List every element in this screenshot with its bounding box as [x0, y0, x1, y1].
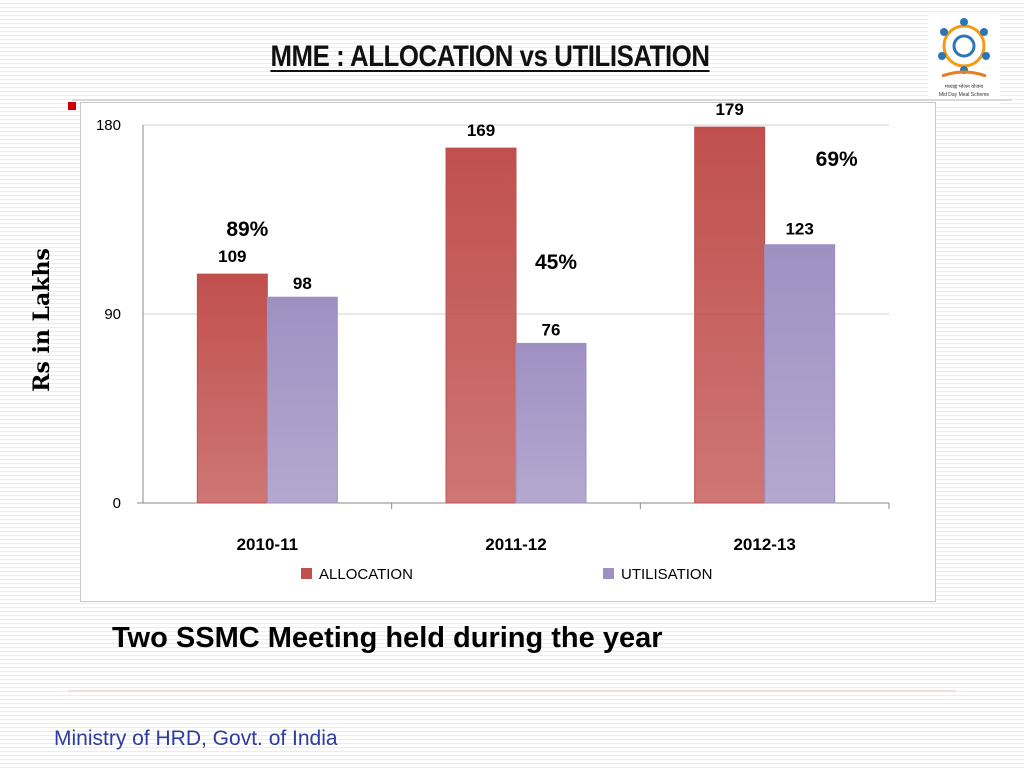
- data-label: 179: [715, 103, 743, 119]
- x-tick-label: 2012-13: [733, 535, 795, 554]
- bar-utilisation: [266, 296, 338, 504]
- data-label: 98: [293, 274, 312, 293]
- title-divider: [72, 99, 1012, 101]
- bar-allocation: [445, 147, 517, 504]
- bullet-square: [68, 102, 76, 110]
- bar-chart: 0 90 180 2010-11 109 98 89% 2011-12 169 76 45% 2012…: [96, 100, 890, 583]
- slide-title: MME : ALLOCATION vs UTILISATION: [232, 40, 748, 74]
- legend-label: UTILISATION: [621, 566, 712, 583]
- bar-allocation: [196, 273, 268, 504]
- x-tick-label: 2010-11: [237, 535, 298, 554]
- mid-day-meal-logo: मध्याह्न भोजन योजना Mid Day Meal Scheme: [928, 14, 1000, 104]
- y-tick-label: 0: [113, 495, 121, 512]
- legend-swatch-utilisation: [603, 568, 614, 579]
- percentage-annotation: 69%: [816, 148, 858, 171]
- chart-frame: 0 90 180 2010-11 109 98 89% 2011-12 169 76 45% 2012…: [80, 100, 936, 602]
- bar-utilisation: [764, 244, 836, 504]
- footer-divider: [68, 690, 956, 692]
- y-axis-label: Rs in Lakhs: [29, 248, 55, 392]
- bar-allocation: [694, 126, 766, 504]
- percentage-annotation: 89%: [226, 218, 268, 241]
- y-tick-label: 180: [96, 117, 121, 134]
- meeting-note: Two SSMC Meeting held during the year: [112, 622, 663, 654]
- x-tick-label: 2011-12: [485, 535, 546, 554]
- data-label: 76: [542, 320, 561, 339]
- logo-emblem-icon: [938, 18, 990, 78]
- bar-utilisation: [515, 342, 587, 504]
- legend-swatch-allocation: [301, 568, 312, 579]
- percentage-annotation: 45%: [535, 251, 577, 274]
- y-tick-label: 90: [104, 306, 121, 323]
- data-label: 169: [467, 121, 495, 140]
- slide-title-text: MME : ALLOCATION vs UTILISATION: [270, 40, 710, 73]
- footer-text: Ministry of HRD, Govt. of India: [54, 727, 338, 750]
- logo-text-english: Mid Day Meal Scheme: [938, 92, 990, 98]
- data-label: 109: [218, 247, 246, 266]
- legend-label: ALLOCATION: [319, 566, 413, 583]
- y-axis-label-container: Rs in Lakhs: [20, 200, 64, 440]
- logo-text-hindi: मध्याह्न भोजन योजना: [944, 84, 984, 90]
- data-label: 123: [785, 220, 813, 239]
